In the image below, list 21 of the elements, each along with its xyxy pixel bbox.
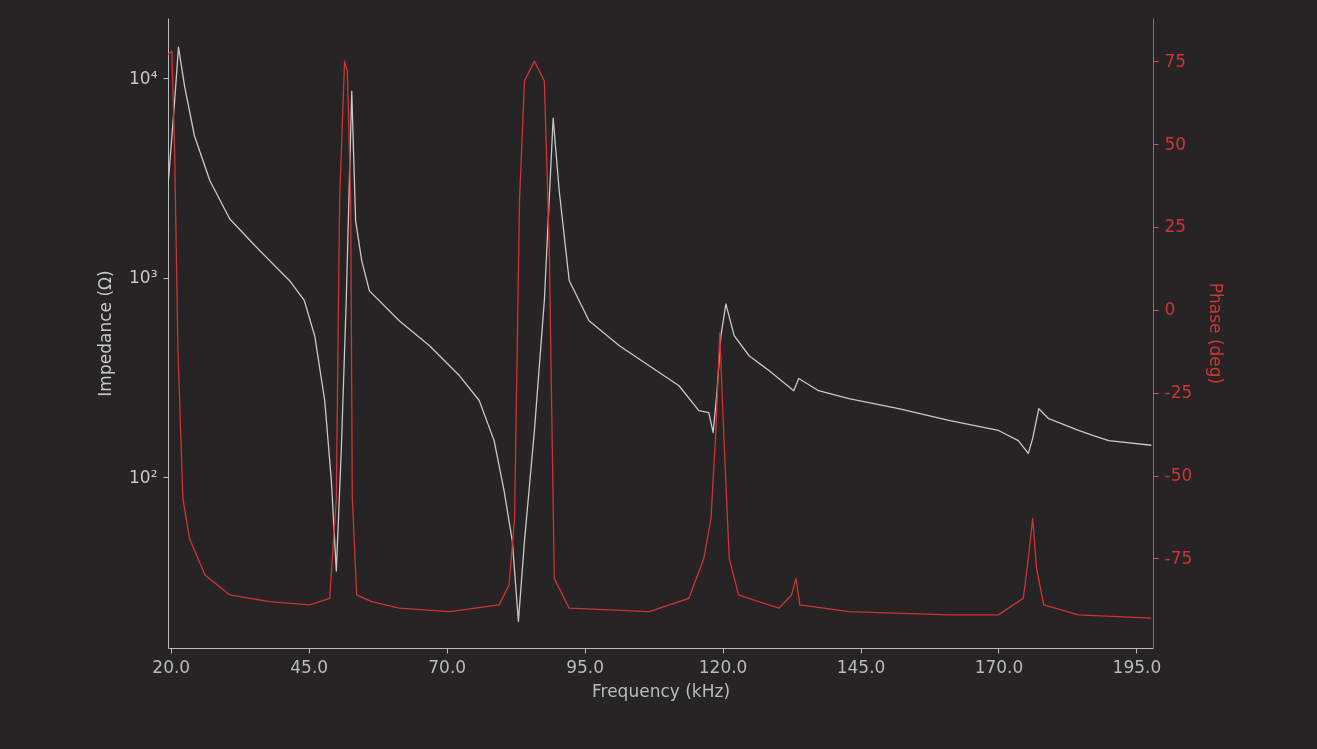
y-axis-title: Impedance (Ω) — [95, 270, 116, 397]
y2-tick-label: 50 — [1164, 133, 1187, 154]
y2-tick-label: -50 — [1164, 465, 1193, 486]
y-tick-label: 10³ — [129, 267, 158, 288]
y2-tick-label: -25 — [1164, 382, 1193, 403]
y2-tick-label: -75 — [1164, 547, 1193, 568]
y2-axis-title: Phase (deg) — [1206, 282, 1227, 385]
y-tick-label: 10² — [129, 466, 158, 487]
y2-tick-label: 0 — [1164, 299, 1176, 320]
x-tick-label: 70.0 — [428, 656, 467, 677]
x-tick-label: 170.0 — [974, 656, 1024, 677]
y-tick-label: 10⁴ — [129, 67, 158, 88]
y2-tick-label: 25 — [1164, 216, 1187, 237]
x-tick-label: 145.0 — [836, 656, 886, 677]
y2-tick-label: 75 — [1164, 50, 1187, 71]
x-tick-label: 20.0 — [152, 656, 191, 677]
x-axis-title: Frequency (kHz) — [591, 680, 731, 701]
x-tick-label: 195.0 — [1112, 656, 1162, 677]
x-tick-label: 95.0 — [566, 656, 605, 677]
x-tick-label: 120.0 — [698, 656, 748, 677]
x-tick-label: 45.0 — [290, 656, 329, 677]
